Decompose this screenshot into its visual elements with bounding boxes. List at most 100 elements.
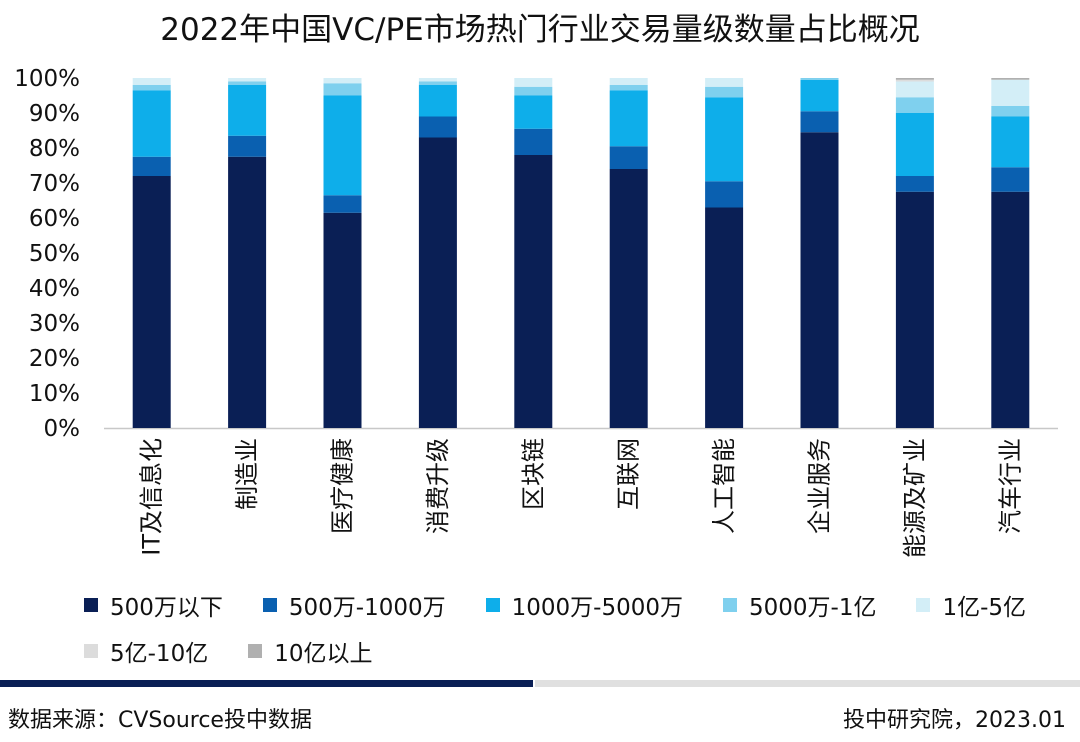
bar-segment [418,78,457,82]
bar-segment [991,78,1030,80]
bar-segment [228,156,267,428]
bar-segment [609,90,648,147]
y-tick-label: 50% [29,241,80,267]
y-tick-label: 70% [29,171,80,197]
bar-segment [800,111,839,133]
legend-item: 500万-1000万 [262,590,446,621]
bar-segment [705,78,744,87]
legend-swatch [485,598,500,612]
y-tick-label: 100% [14,66,80,92]
bar-segment [705,181,744,208]
bar-segment [132,176,171,428]
legend-label: 500万以下 [110,595,223,621]
bar-segment [895,113,934,176]
bar-segment [323,95,362,196]
bar-segment [991,167,1030,192]
bar-segment [895,78,934,80]
y-tick-label: 80% [29,136,80,162]
bar-segment [228,135,267,157]
legend-swatch [84,644,98,658]
x-category-label: 能源及矿业 [901,438,929,558]
legend-item: 1亿-5亿 [916,590,1027,621]
bar-segment [514,95,553,129]
x-category-label: 区块链 [519,438,547,510]
bar-segment [418,85,457,117]
y-tick-label: 10% [29,381,80,407]
chart-title: 2022年中国VC/PE市场热门行业交易量级数量占比概况 [160,12,920,48]
bar-segment [132,78,171,85]
bar-segment [800,79,839,112]
bar-segment [991,79,1030,106]
legend-label: 5000万-1亿 [749,595,877,621]
bar-segment [323,195,362,213]
bar-segment [609,78,648,85]
bar-segment [895,176,934,192]
legend-item: 10亿以上 [248,636,373,667]
x-category-label: 人工智能 [710,438,738,534]
legend-swatch [248,644,263,658]
y-tick-label: 20% [29,346,80,372]
x-category-label: 互联网 [615,438,643,510]
bar-segment [895,79,934,82]
legend-label: 1000万-5000万 [511,595,684,621]
legend-swatch [262,598,277,612]
bar-segment [514,128,553,155]
y-tick-label: 90% [29,101,80,127]
x-category-label: 企业服务 [806,438,834,534]
bar-segment [418,81,457,85]
y-tick-label: 30% [29,311,80,337]
legend-item: 5000万-1亿 [723,590,877,621]
bar-segment [132,156,171,176]
bar-segment [609,85,648,91]
legend-label: 1亿-5亿 [942,595,1027,621]
footer-source: 数据来源：CVSource投中数据 [8,708,312,733]
bar-segment [609,169,648,428]
bar-segment [895,97,934,113]
legend-label: 10亿以上 [274,641,373,667]
legend-swatch [723,598,738,612]
bar-segment [132,90,171,157]
bar-segment [991,106,1030,117]
footer-divider-light [535,680,1080,687]
x-category-label: 消费升级 [424,438,452,534]
y-tick-label: 40% [29,276,80,302]
bar-segment [323,212,362,428]
bar-segment [323,78,362,84]
bar-segment [514,86,553,96]
chart-plot: 0% 10% 20% 30% 40% 50% 60% 70% 80% 90% 100% IT及信息化 制… [14,66,1058,558]
bar-segment [514,78,553,87]
bar-segment [991,191,1030,428]
bar-segment [705,97,744,182]
legend-item: 1000万-5000万 [485,590,684,621]
bar-segment [228,85,267,136]
bar-segment [705,207,744,428]
footer-credit: 投中研究院，2023.01 [843,708,1066,733]
bar-segment [895,191,934,428]
bar-segment [228,78,267,82]
legend-label: 500万-1000万 [288,595,446,621]
bar-segment [609,146,648,169]
y-tick-label: 60% [29,206,80,232]
bar-segment [800,78,839,80]
bar-segment [132,85,171,91]
bar-segment [228,81,267,85]
bar-segment [895,81,934,98]
x-category-label: 医疗健康 [329,438,357,534]
legend-swatch [916,598,931,612]
bar-segment [323,83,362,96]
bar-segment [418,137,457,428]
y-tick-label: 0% [44,416,81,442]
x-category-label: 汽车行业 [996,438,1024,534]
bar-segment [514,155,553,428]
legend-label: 5亿-10亿 [110,641,209,667]
x-category-label: 制造业 [233,438,261,510]
bar-segment [418,116,457,138]
bar-segment [991,116,1030,168]
legend-swatch [84,598,98,612]
bar-segment [800,132,839,428]
chart-legend: 500万以下 500万-1000万 1000万-5000万 5000万-1亿 1亿-5亿… [84,590,1074,667]
bar-segment [705,86,744,98]
legend-item: 5亿-10亿 [84,636,209,667]
legend-item: 500万以下 [84,590,223,621]
x-category-label: IT及信息化 [138,438,166,556]
